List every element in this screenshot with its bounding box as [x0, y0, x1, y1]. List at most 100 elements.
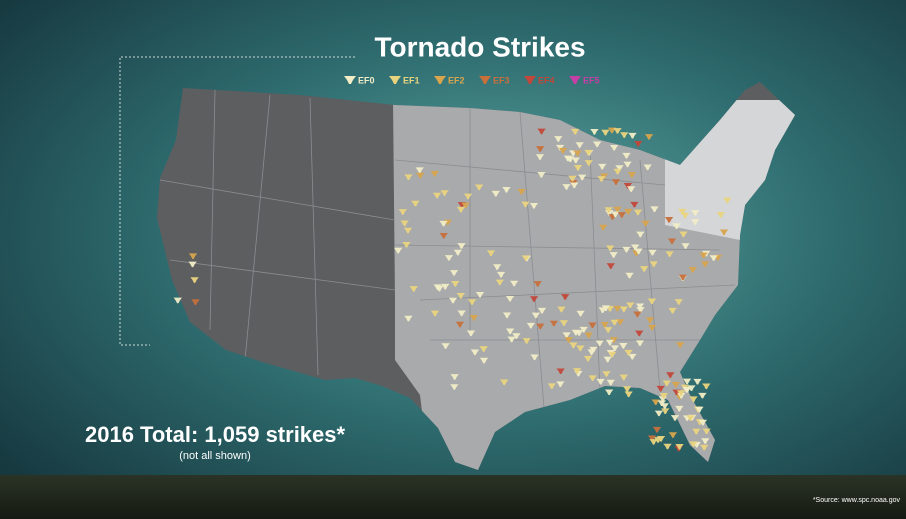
tornado-icon — [633, 311, 642, 318]
tornado-icon — [634, 140, 643, 147]
tornado-icon — [609, 252, 618, 258]
tornado-icon — [537, 128, 546, 135]
tornado-icon — [571, 157, 580, 164]
tornado-icon — [188, 253, 198, 259]
tornado-icon — [451, 281, 460, 287]
legend-icon — [389, 76, 401, 84]
source-note: *Source: www.spc.noaa.gov — [813, 497, 901, 504]
tornado-icon — [709, 255, 718, 261]
tornado-icon — [656, 435, 666, 442]
tornado-icon — [598, 307, 607, 313]
tornado-icon — [569, 342, 578, 349]
tornado-icon — [572, 368, 582, 374]
tornado-icon — [624, 391, 633, 398]
tornado-icon — [665, 251, 674, 257]
tornado-icon — [701, 438, 710, 444]
tornado-icon — [680, 212, 690, 219]
tornado-icon — [641, 220, 650, 227]
tornado-icon — [723, 197, 732, 204]
tornado-icon — [688, 266, 697, 273]
tornado-icon — [430, 170, 439, 177]
tornado-icon — [554, 136, 563, 142]
tornado-icon — [613, 128, 622, 134]
tornado-icon — [643, 164, 652, 171]
legend-label: EF5 — [583, 75, 600, 85]
tornado-icon — [573, 165, 583, 171]
tornado-icon — [604, 207, 613, 213]
tornado-icon — [517, 189, 526, 195]
tornado-icon — [191, 299, 200, 306]
tornado-icon — [611, 179, 621, 185]
tornado-icon — [457, 310, 466, 317]
tornado-icon — [631, 244, 640, 251]
tornado-icon — [576, 310, 585, 317]
tornado-icon — [647, 298, 657, 305]
tornado-icon — [617, 212, 627, 218]
tornado-icon — [536, 323, 545, 330]
tornado-icon — [622, 152, 631, 159]
tornado-icon — [562, 184, 571, 190]
tornado-icon — [659, 393, 668, 399]
tornado-icon — [599, 224, 608, 231]
tornado-icon — [529, 296, 539, 302]
tornado-icon — [557, 306, 566, 313]
tornado-icon — [577, 174, 587, 181]
tornado-icon — [584, 160, 593, 166]
legend-label: EF3 — [493, 75, 510, 85]
tornado-icon — [605, 339, 615, 346]
tornado-icon — [453, 249, 463, 256]
legend-icon — [479, 76, 491, 84]
tornado-icon — [662, 380, 671, 387]
tornado-icon — [667, 238, 677, 245]
legend-label: EF0 — [358, 75, 375, 85]
tornado-icon — [615, 319, 625, 325]
tornado-icon — [675, 405, 684, 412]
tornado-icon — [173, 297, 182, 304]
tornado-icon — [456, 206, 466, 213]
tornado-icon — [601, 129, 610, 136]
tornado-icon — [635, 303, 645, 310]
tornado-icon — [656, 385, 665, 392]
tornado-icon — [692, 428, 701, 435]
tornado-icon — [699, 252, 708, 259]
tornado-icon — [393, 247, 403, 254]
tornado-icon — [400, 220, 409, 227]
tornado-icon — [650, 206, 659, 212]
tornado-icon — [689, 441, 698, 447]
tornado-icon — [409, 286, 418, 292]
legend: EF0 EF1 EF2 EF3 EF4 EF5 — [344, 75, 600, 85]
tornado-icon — [670, 415, 680, 421]
tornado-icon — [588, 375, 597, 381]
tornado-icon — [440, 190, 449, 196]
tornado-icon — [404, 315, 413, 322]
tornado-icon — [449, 270, 459, 276]
tornado-icon — [549, 320, 559, 327]
tornado-icon — [456, 292, 466, 299]
tornado-icon — [533, 281, 542, 287]
tornado-icon — [469, 315, 479, 321]
tornado-icon — [590, 128, 599, 135]
tornado-icon — [619, 374, 628, 381]
tornado-icon — [439, 232, 448, 239]
tornado-icon — [531, 312, 541, 319]
tornado-icon — [559, 320, 569, 326]
tornado-icon — [691, 210, 700, 216]
tornado-icon — [611, 211, 620, 218]
tornado-icon — [411, 200, 420, 207]
tornado-icon — [623, 208, 633, 215]
tornado-icon — [648, 249, 657, 256]
tornado-icon — [505, 328, 515, 335]
tornado-icon — [479, 357, 489, 364]
tornado-icon — [398, 209, 408, 215]
tornado-icon — [499, 379, 509, 386]
tornado-icon — [583, 355, 593, 362]
tornado-icon — [693, 378, 702, 385]
tornado-icon — [602, 371, 611, 377]
tornado-icon — [679, 231, 688, 238]
tornado-icon — [495, 279, 505, 286]
tornado-icon — [687, 385, 696, 391]
tornado-icon — [479, 346, 488, 352]
tornado-icon — [671, 381, 680, 388]
tornado-icon — [620, 132, 629, 138]
